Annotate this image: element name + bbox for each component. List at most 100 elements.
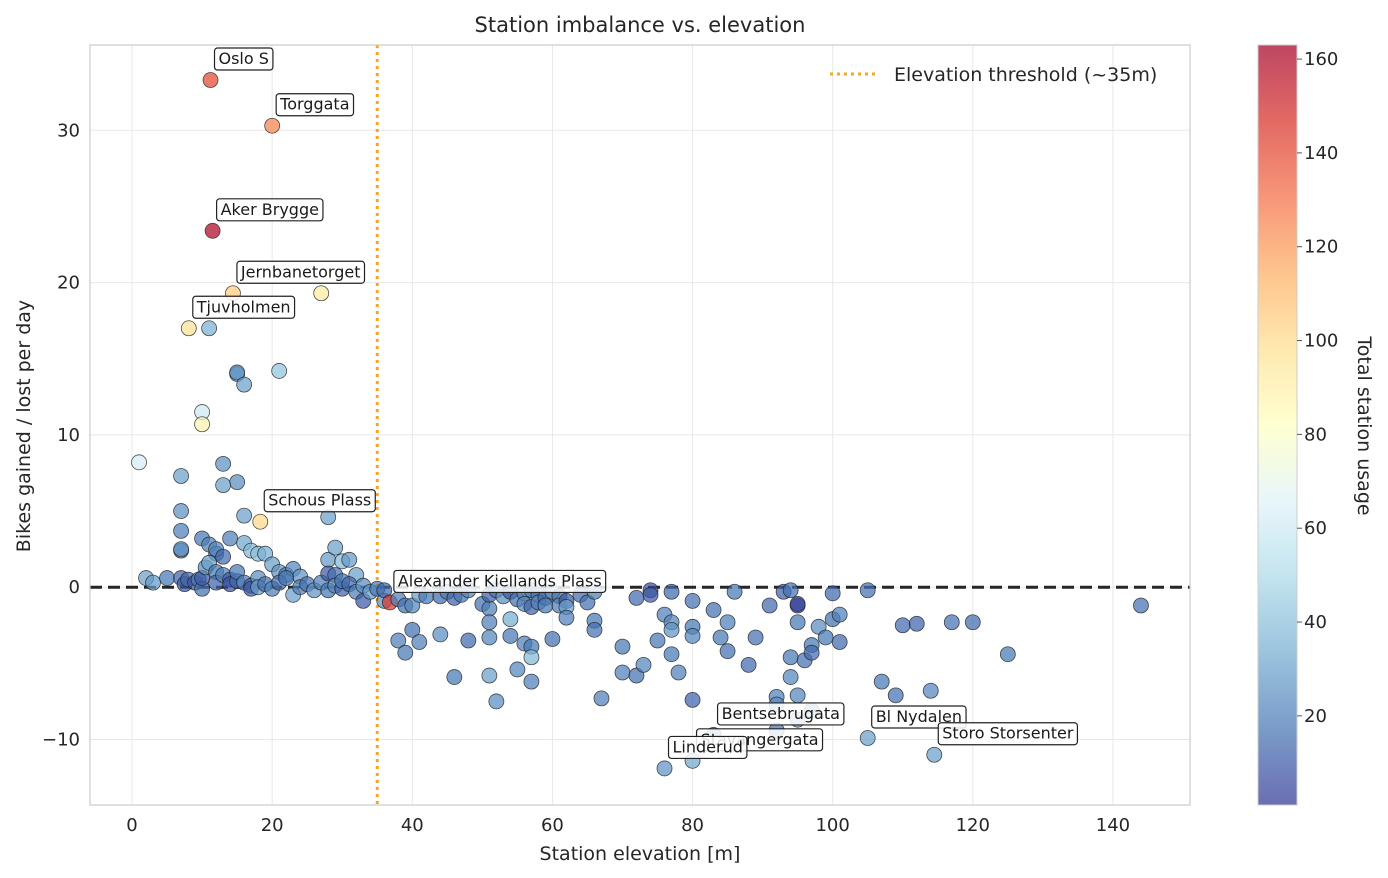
data-point — [502, 611, 519, 628]
data-point — [194, 416, 211, 433]
data-point — [460, 632, 477, 649]
y-axis-ticks: −10 0 10 20 30 — [42, 120, 80, 750]
data-point — [663, 583, 680, 600]
data-point — [229, 474, 246, 491]
data-point — [131, 454, 147, 471]
data-point — [586, 621, 603, 638]
chart-title: Station imbalance vs. elevation — [475, 13, 806, 37]
x-tick-label: 140 — [1096, 815, 1130, 836]
annotation: Storo Storsenter — [937, 722, 1079, 746]
data-point — [684, 692, 701, 708]
x-axis-ticks: 0 20 40 60 80 100 120 140 — [126, 815, 1130, 836]
data-point — [684, 628, 701, 644]
data-point — [201, 320, 218, 337]
data-point — [761, 597, 778, 614]
data-point — [509, 661, 526, 678]
data-point — [236, 376, 253, 393]
data-point — [229, 364, 246, 381]
data-point — [488, 693, 505, 710]
data-point — [663, 621, 680, 638]
data-point — [922, 682, 939, 699]
annotations: Oslo S Torggata Aker Brygge Jernbanetorget T… — [192, 47, 1079, 760]
data-point — [831, 634, 848, 650]
data-point — [537, 597, 554, 614]
data-point — [782, 649, 799, 666]
annotation-box — [236, 260, 366, 284]
data-point — [614, 664, 631, 681]
data-point — [719, 614, 736, 631]
annotation-label: Schous Plass — [268, 491, 371, 510]
annotation: Oslo S — [213, 47, 274, 71]
annotation-label: Oslo S — [219, 49, 269, 68]
annotation-label: Aker Brygge — [221, 200, 319, 219]
annotation-label: Bentsebrugata — [722, 704, 840, 723]
data-point — [145, 574, 161, 591]
y-tick-label: 10 — [57, 425, 80, 446]
data-point — [411, 634, 428, 650]
colorbar-tick-label: 120 — [1304, 237, 1338, 258]
y-tick-label: 30 — [57, 120, 80, 141]
legend: Elevation threshold (~35m) — [830, 64, 1157, 86]
data-point — [271, 363, 288, 379]
colorbar-tick-label: 140 — [1304, 143, 1338, 164]
y-tick-label: −10 — [42, 730, 80, 751]
data-point — [719, 643, 736, 660]
data-point — [502, 628, 519, 644]
data-point — [926, 746, 943, 763]
data-point — [446, 669, 463, 685]
data-point — [397, 644, 414, 661]
data-point — [873, 673, 890, 690]
data-point — [782, 582, 799, 599]
data-point — [684, 593, 701, 609]
data-point — [859, 730, 876, 746]
x-tick-label: 80 — [681, 815, 704, 836]
colorbar-tick-label: 160 — [1304, 49, 1338, 70]
annotation: Torggata — [275, 93, 355, 117]
data-point — [278, 570, 295, 586]
data-point — [215, 477, 232, 494]
data-point — [747, 629, 764, 646]
data-point — [390, 632, 407, 649]
data-point — [327, 539, 344, 556]
data-point — [943, 614, 960, 631]
annotation-label: Tjuvholmen — [196, 297, 291, 316]
x-tick-label: 60 — [541, 815, 564, 836]
annotation-box — [263, 489, 376, 513]
data-point — [642, 586, 659, 603]
data-point — [670, 664, 687, 681]
annotation-label: Jernbanetorget — [240, 262, 361, 281]
data-point — [803, 644, 820, 661]
annotation-box — [393, 569, 607, 594]
x-axis-label: Station elevation [m] — [540, 843, 741, 865]
colorbar-tick-label: 20 — [1304, 706, 1327, 727]
data-point — [999, 646, 1016, 663]
data-point — [712, 629, 729, 646]
data-point — [789, 596, 806, 612]
data-point — [635, 656, 652, 673]
plot-frame — [89, 44, 1191, 806]
data-point — [656, 760, 673, 777]
x-tick-label: 120 — [956, 815, 990, 836]
x-tick-label: 100 — [815, 815, 849, 836]
colorbar-label: Total station usage — [1353, 335, 1375, 515]
data-point — [173, 541, 189, 558]
colorbar-tick-label: 40 — [1304, 612, 1327, 633]
data-point — [824, 585, 841, 602]
annotation-box — [213, 47, 274, 71]
data-point — [614, 638, 631, 655]
data-point — [726, 583, 743, 600]
data-point — [908, 615, 925, 632]
data-point — [173, 503, 189, 519]
data-point — [215, 455, 232, 472]
annotation: Schous Plass — [263, 489, 376, 513]
annotation-label: Alexander Kiellands Plass — [398, 571, 602, 590]
y-tick-label: 0 — [69, 577, 80, 598]
data-point — [544, 631, 561, 647]
data-point — [432, 626, 449, 643]
data-point — [831, 606, 848, 623]
colorbar: 20 40 60 80 100 120 140 160 Total station usage — [1257, 44, 1375, 806]
data-point — [313, 285, 330, 302]
annotation-label: Torggata — [279, 95, 349, 114]
data-point — [593, 690, 610, 707]
data-point — [894, 617, 911, 634]
